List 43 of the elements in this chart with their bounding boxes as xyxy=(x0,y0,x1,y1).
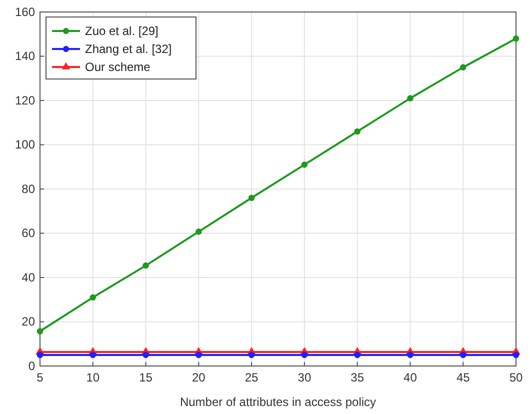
legend-label: Our scheme xyxy=(85,60,151,74)
point xyxy=(248,194,255,201)
legend-label: Zhang et al. [32] xyxy=(85,42,172,56)
y-tick-label: 80 xyxy=(22,182,36,196)
point xyxy=(460,64,466,70)
y-tick-label: 120 xyxy=(14,93,36,108)
x-tick-label: 20 xyxy=(192,370,206,385)
point xyxy=(196,228,202,235)
y-tick-label: 0 xyxy=(28,358,36,373)
x-tick-label: 25 xyxy=(244,370,259,385)
x-tick-label: 45 xyxy=(456,370,470,385)
point xyxy=(36,328,44,334)
point xyxy=(407,352,414,358)
point xyxy=(90,352,96,358)
y-tick-label: 40 xyxy=(22,270,36,284)
point xyxy=(354,352,360,358)
point xyxy=(460,352,466,358)
y-tick-label: 100 xyxy=(14,138,36,152)
x-tick-label: 40 xyxy=(404,370,418,385)
x-tick-label: 15 xyxy=(139,370,153,385)
point xyxy=(90,294,96,301)
y-tick-label: 160 xyxy=(14,4,36,19)
x-tick-label: 30 xyxy=(298,370,312,385)
x-axis-title: Number of attributes in access policy xyxy=(180,395,376,409)
point xyxy=(512,35,520,42)
point xyxy=(248,352,255,358)
y-tick-label: 140 xyxy=(14,49,36,64)
legend-label: Zuo et al. [29] xyxy=(85,24,158,38)
x-tick-label: 50 xyxy=(509,370,523,385)
point xyxy=(407,95,414,102)
x-tick-label: 35 xyxy=(350,370,364,385)
point xyxy=(196,352,202,358)
y-tick-label: 60 xyxy=(22,226,36,240)
point xyxy=(142,262,149,269)
point xyxy=(301,162,308,168)
point xyxy=(142,352,149,358)
y-tick-label: 20 xyxy=(22,314,36,329)
x-tick-label: 10 xyxy=(86,370,100,385)
point xyxy=(36,352,44,358)
point xyxy=(301,352,308,358)
point xyxy=(354,128,360,135)
x-tick-label: 5 xyxy=(36,370,44,385)
point xyxy=(512,352,520,358)
